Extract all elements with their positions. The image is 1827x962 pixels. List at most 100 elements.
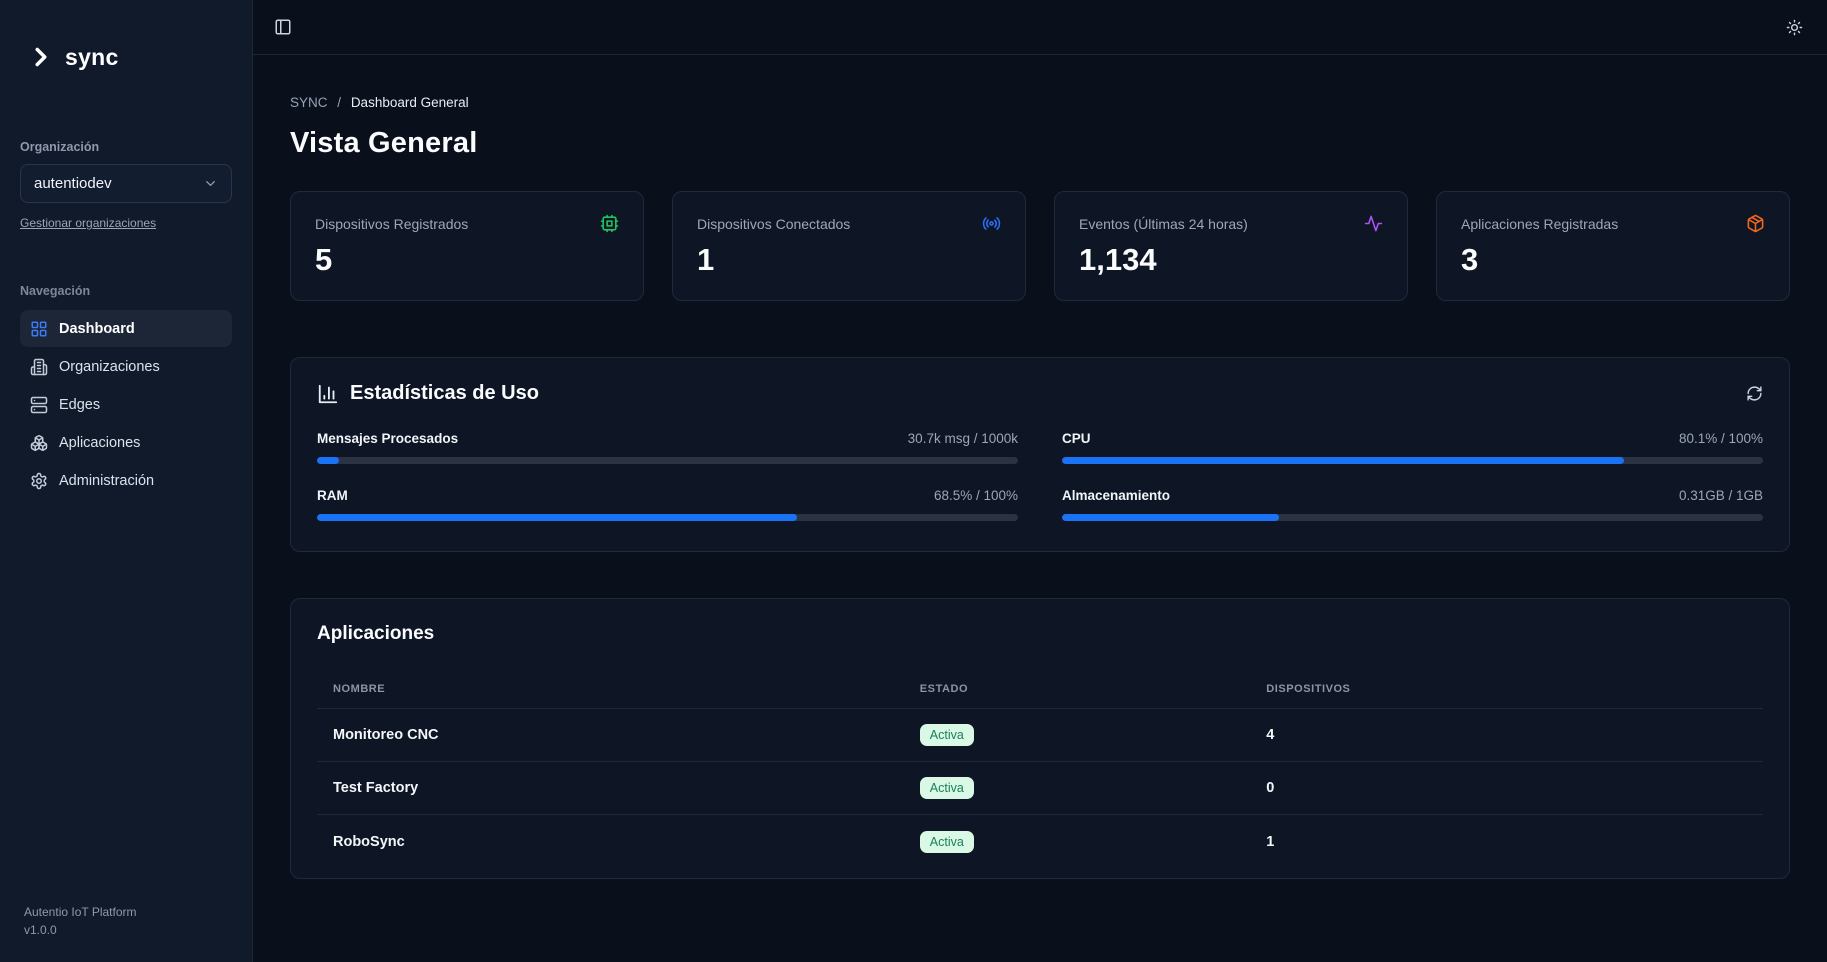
applications-table: NOMBRE ESTADO DISPOSITIVOS Monitoreo CNC… [317, 669, 1763, 868]
radio-signal-icon [982, 214, 1001, 233]
column-header-estado: ESTADO [920, 683, 1266, 695]
metric-value: 68.5% / 100% [934, 488, 1018, 503]
progress-fill [1062, 514, 1279, 521]
stat-label: Eventos (Últimas 24 horas) [1079, 216, 1248, 232]
metric-almacenamiento: Almacenamiento 0.31GB / 1GB [1062, 488, 1763, 521]
stat-card-aplicaciones-registradas: Aplicaciones Registradas 3 [1436, 191, 1790, 301]
usage-statistics-panel: Estadísticas de Uso Mensajes Procesados … [290, 357, 1790, 552]
metric-ram: RAM 68.5% / 100% [317, 488, 1018, 521]
app-devices-count: 1 [1266, 834, 1747, 850]
progress-fill [1062, 457, 1624, 464]
sidebar-item-aplicaciones[interactable]: Aplicaciones [20, 424, 232, 461]
sidebar-footer: Autentio IoT Platform v1.0.0 [20, 903, 232, 940]
sidebar-item-label: Organizaciones [59, 359, 160, 375]
applications-panel: Aplicaciones NOMBRE ESTADO DISPOSITIVOS … [290, 598, 1790, 879]
column-header-nombre: NOMBRE [333, 683, 920, 695]
gear-icon [30, 472, 48, 490]
refresh-button[interactable] [1746, 385, 1763, 402]
bar-chart-icon [317, 383, 339, 405]
stat-value: 1 [697, 242, 1001, 278]
app-name: Monitoreo CNC [333, 727, 920, 743]
brand-logo: sync [26, 42, 232, 72]
stat-label: Dispositivos Conectados [697, 216, 850, 232]
cpu-chip-icon [600, 214, 619, 233]
breadcrumb-root[interactable]: SYNC [290, 95, 328, 110]
status-badge: Activa [920, 724, 974, 746]
organization-section: Organización autentiodev Gestionar organ… [20, 140, 232, 232]
progress-track [317, 514, 1018, 521]
sidebar-item-label: Aplicaciones [59, 435, 140, 451]
app-root: sync Organización autentiodev Gestionar … [0, 0, 1827, 962]
brand-name: sync [65, 44, 119, 71]
organization-label: Organización [20, 140, 232, 154]
metric-label: Almacenamiento [1062, 488, 1170, 503]
sun-icon [1786, 19, 1803, 36]
stat-card-eventos: Eventos (Últimas 24 horas) 1,134 [1054, 191, 1408, 301]
breadcrumb-separator: / [337, 95, 341, 110]
building-icon [30, 358, 48, 376]
stat-value: 3 [1461, 242, 1765, 278]
breadcrumb-current: Dashboard General [351, 95, 469, 110]
table-row[interactable]: RoboSync Activa 1 [317, 815, 1763, 868]
metric-value: 80.1% / 100% [1679, 431, 1763, 446]
sidebar: sync Organización autentiodev Gestionar … [0, 0, 253, 962]
progress-track [317, 457, 1018, 464]
usage-metrics: Mensajes Procesados 30.7k msg / 1000k CP… [317, 431, 1763, 527]
stat-value: 1,134 [1079, 242, 1383, 278]
server-icon [30, 396, 48, 414]
progress-track [1062, 457, 1763, 464]
metric-cpu: CPU 80.1% / 100% [1062, 431, 1763, 464]
sidebar-item-organizaciones[interactable]: Organizaciones [20, 348, 232, 385]
status-badge: Activa [920, 777, 974, 799]
manage-organizations-link[interactable]: Gestionar organizaciones [20, 216, 156, 230]
page-content: SYNC / Dashboard General Vista General D… [253, 55, 1827, 879]
app-devices-count: 4 [1266, 727, 1747, 743]
metric-label: CPU [1062, 431, 1091, 446]
sidebar-item-label: Edges [59, 397, 100, 413]
package-icon [1746, 214, 1765, 233]
chevron-down-icon [203, 176, 218, 191]
refresh-icon [1746, 385, 1763, 402]
progress-fill [317, 514, 797, 521]
breadcrumb: SYNC / Dashboard General [290, 95, 1790, 110]
boxes-icon [30, 434, 48, 452]
sidebar-item-dashboard[interactable]: Dashboard [20, 310, 232, 347]
navigation-label: Navegación [20, 284, 232, 298]
panel-left-icon [274, 18, 292, 36]
metric-label: Mensajes Procesados [317, 431, 458, 446]
progress-track [1062, 514, 1763, 521]
organization-selected-value: autentiodev [34, 175, 112, 192]
metric-label: RAM [317, 488, 348, 503]
sidebar-item-administracion[interactable]: Administración [20, 462, 232, 499]
topbar [253, 0, 1827, 55]
column-header-dispositivos: DISPOSITIVOS [1266, 683, 1747, 695]
sidebar-item-label: Administración [59, 473, 154, 489]
sidebar-toggle-button[interactable] [274, 18, 292, 36]
stat-label: Dispositivos Registrados [315, 216, 468, 232]
organization-select[interactable]: autentiodev [20, 164, 232, 203]
progress-fill [317, 457, 339, 464]
main-area: SYNC / Dashboard General Vista General D… [253, 0, 1827, 962]
usage-title: Estadísticas de Uso [350, 382, 539, 405]
navigation: Navegación Dashboard Organizaciones Edge… [20, 284, 232, 500]
page-title: Vista General [290, 127, 1790, 160]
sidebar-item-label: Dashboard [59, 321, 135, 337]
stat-card-dispositivos-registrados: Dispositivos Registrados 5 [290, 191, 644, 301]
metric-mensajes-procesados: Mensajes Procesados 30.7k msg / 1000k [317, 431, 1018, 464]
platform-version: v1.0.0 [24, 921, 232, 940]
table-row[interactable]: Test Factory Activa 0 [317, 762, 1763, 815]
stat-label: Aplicaciones Registradas [1461, 216, 1618, 232]
activity-icon [1364, 214, 1383, 233]
table-header-row: NOMBRE ESTADO DISPOSITIVOS [317, 669, 1763, 709]
status-badge: Activa [920, 831, 974, 853]
sidebar-item-edges[interactable]: Edges [20, 386, 232, 423]
stat-card-dispositivos-conectados: Dispositivos Conectados 1 [672, 191, 1026, 301]
table-row[interactable]: Monitoreo CNC Activa 4 [317, 709, 1763, 762]
chevron-right-logo-icon [26, 42, 56, 72]
app-devices-count: 0 [1266, 780, 1747, 796]
theme-toggle-button[interactable] [1786, 19, 1803, 36]
applications-title: Aplicaciones [317, 623, 1763, 645]
metric-value: 0.31GB / 1GB [1679, 488, 1763, 503]
app-name: RoboSync [333, 834, 920, 850]
stat-value: 5 [315, 242, 619, 278]
